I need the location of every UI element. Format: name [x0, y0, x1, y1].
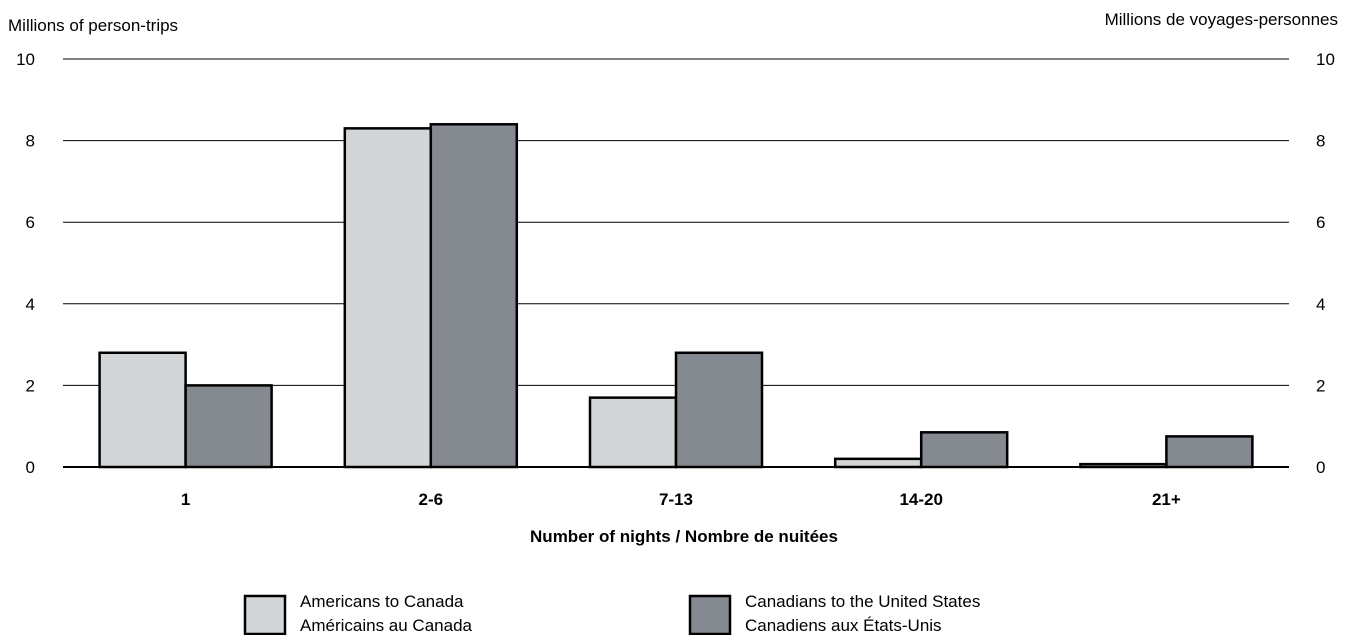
legend-label-canadians: Canadians to the United States — [745, 592, 980, 611]
y-tick-label-right: 10 — [1316, 50, 1335, 69]
legend-label-canadiens: Canadiens aux États-Unis — [745, 616, 942, 635]
y-tick-label-left: 0 — [26, 458, 35, 477]
bar-canadians-to-us-21+ — [1165, 435, 1254, 469]
x-axis-title: Number of nights / Nombre de nuitées — [530, 527, 838, 546]
y-tick-label-right: 4 — [1316, 295, 1325, 314]
right-axis-label: Millions de voyages-personnes — [1105, 10, 1338, 29]
y-tick-label-right: 2 — [1316, 376, 1325, 395]
y-tick-label-left: 2 — [26, 376, 35, 395]
legend-label-americains: Américains au Canada — [300, 616, 473, 635]
y-tick-label-right: 0 — [1316, 458, 1325, 477]
bar-canadians-to-us-1 — [184, 384, 273, 469]
right-y-ticks: 0 2 4 6 8 10 — [1316, 50, 1335, 477]
x-tick-labels: 1 2-6 7-13 14-20 21+ — [181, 490, 1181, 509]
y-tick-label-left: 8 — [26, 132, 35, 151]
legend-swatch-americans — [243, 594, 287, 635]
y-tick-label-left: 6 — [26, 213, 35, 232]
bar-canadians-to-us-14-20 — [919, 431, 1009, 469]
bars — [98, 123, 1254, 469]
bar-canadians-to-us-2-6 — [429, 123, 519, 469]
bar-americans-to-canada-2-6 — [343, 127, 433, 469]
bar-americans-to-canada-14-20 — [833, 457, 923, 469]
x-tick-label: 21+ — [1152, 490, 1181, 509]
x-tick-label: 7-13 — [659, 490, 693, 509]
y-tick-label-left: 4 — [26, 295, 35, 314]
x-tick-label: 14-20 — [899, 490, 942, 509]
left-axis-label: Millions of person-trips — [8, 16, 178, 35]
x-tick-label: 1 — [181, 490, 190, 509]
legend-label-americans: Americans to Canada — [300, 592, 464, 611]
bar-americans-to-canada-1 — [98, 351, 187, 469]
legend: Americans to Canada Américains au Canada… — [243, 592, 980, 635]
bar-americans-to-canada-7-13 — [588, 396, 678, 469]
left-y-ticks: 0 2 4 6 8 10 — [16, 50, 35, 477]
y-tick-label-left: 10 — [16, 50, 35, 69]
y-tick-label-right: 8 — [1316, 132, 1325, 151]
gridlines — [63, 58, 1289, 386]
bar-canadians-to-us-7-13 — [674, 351, 764, 469]
legend-swatch-canadians — [688, 594, 732, 635]
y-tick-label-right: 6 — [1316, 213, 1325, 232]
x-tick-label: 2-6 — [419, 490, 444, 509]
